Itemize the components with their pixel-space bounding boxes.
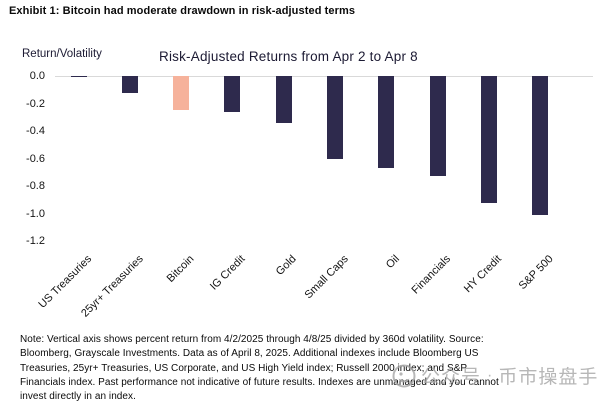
bar-oil: [378, 76, 395, 169]
bar-financials: [429, 76, 446, 177]
bar-ig-credit: [224, 76, 241, 112]
bar-small-caps: [327, 76, 343, 159]
y-tick-label: -0.2: [26, 97, 45, 110]
zero-axis-line: [55, 76, 593, 77]
y-tick-label: -0.8: [26, 180, 45, 192]
x-tick-label: HY Credit: [462, 253, 505, 296]
bar-25yr-treasuries: [121, 76, 138, 93]
x-tick-label: Financials: [409, 253, 454, 297]
footnote: Note: Vertical axis shows percent return…: [20, 334, 499, 403]
x-tick-label: Oil: [383, 253, 402, 271]
y-tick-label: -0.4: [26, 125, 45, 137]
bar-s-p-500: [532, 76, 549, 215]
y-tick-label: -0.6: [26, 152, 45, 165]
y-tick-label: -1.2: [26, 235, 45, 247]
bar-gold: [275, 76, 292, 123]
y-tick-label: -1.0: [26, 207, 45, 220]
exhibit-title: Exhibit 1: Bitcoin had moderate drawdown…: [9, 5, 356, 17]
x-tick-label: IG Credit: [208, 253, 248, 293]
y-tick-label: 0.0: [29, 70, 45, 82]
x-tick-label: S&P 500: [516, 253, 556, 293]
x-tick-label: Bitcoin: [164, 253, 197, 285]
chart-title: Risk-Adjusted Returns from Apr 2 to Apr …: [159, 49, 418, 64]
y-axis-label: Return/Volatility: [22, 48, 102, 60]
bar-bitcoin: [173, 76, 190, 111]
x-tick-label: Small Caps: [302, 253, 351, 302]
bar-us-treasuries: [70, 76, 87, 78]
x-tick-label: Gold: [274, 253, 300, 278]
bar-hy-credit: [480, 76, 497, 203]
x-tick-label: US Treasuries: [36, 253, 94, 311]
